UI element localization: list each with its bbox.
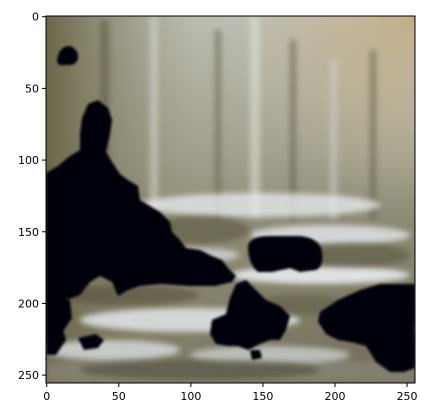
y-tick-label: 100 — [18, 154, 39, 167]
x-axis: 0 50 100 150 200 250 — [43, 383, 418, 403]
photo — [46, 16, 415, 383]
y-tick-label: 0 — [32, 11, 39, 24]
image-frame — [45, 15, 416, 384]
x-tick-label: 0 — [43, 390, 50, 403]
x-tick-label: 100 — [180, 390, 201, 403]
mask-regions — [46, 46, 415, 372]
x-tick-label: 200 — [325, 390, 346, 403]
x-tick-label: 250 — [397, 390, 418, 403]
y-tick-label: 200 — [18, 297, 39, 310]
y-tick-label: 150 — [18, 226, 39, 239]
y-tick-label: 50 — [25, 82, 39, 95]
x-tick-label: 50 — [112, 390, 126, 403]
y-axis: 0 50 100 150 200 250 — [18, 11, 46, 382]
y-tick-label: 250 — [18, 369, 39, 382]
x-tick-label: 150 — [252, 390, 273, 403]
